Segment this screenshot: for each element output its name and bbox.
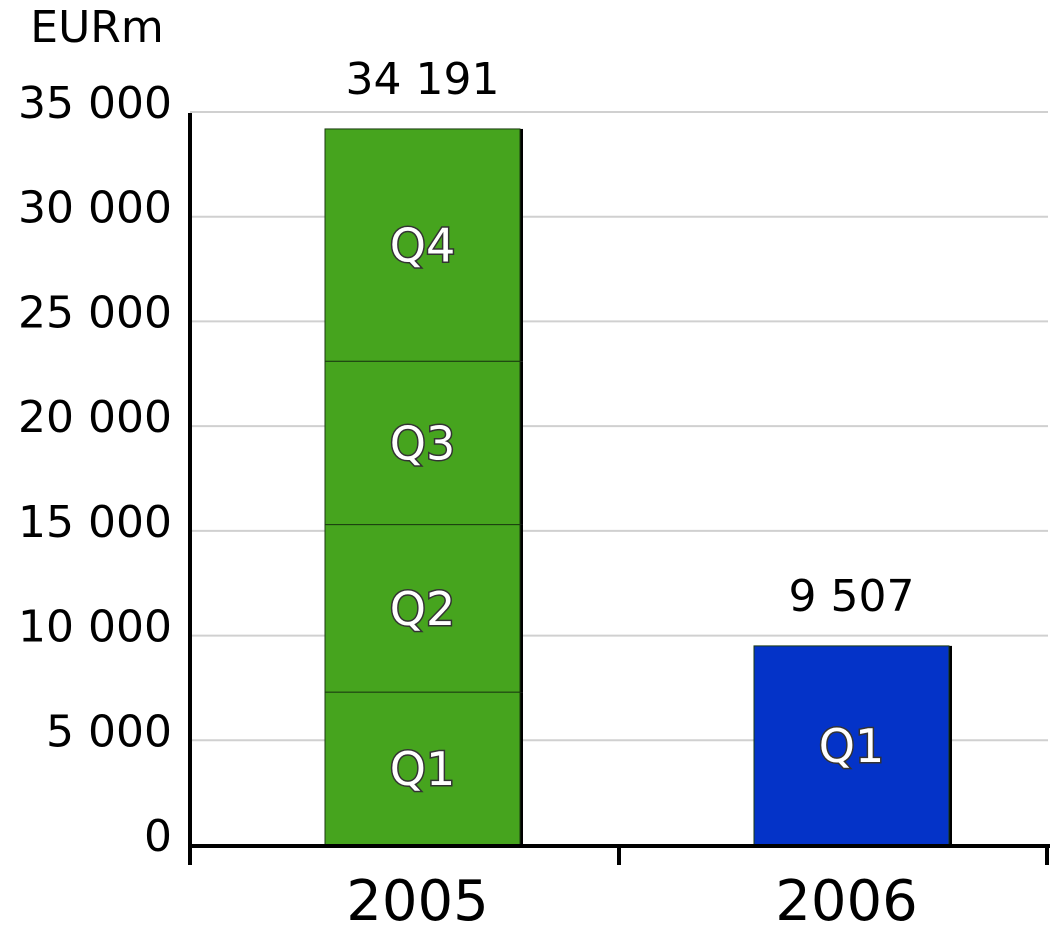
y-tick-label: 0 bbox=[144, 811, 172, 862]
y-tick-label: 25 000 bbox=[18, 287, 172, 338]
y-tick-label: 5 000 bbox=[46, 706, 172, 757]
x-tick-label: 2006 bbox=[775, 869, 918, 930]
x-tick-label: 2005 bbox=[346, 869, 489, 930]
y-tick-label: 30 000 bbox=[18, 183, 172, 234]
bar-segment bbox=[753, 645, 950, 846]
y-tick-label: 35 000 bbox=[18, 78, 172, 129]
total-label: 9 507 bbox=[789, 571, 915, 622]
y-axis-title: EURm bbox=[30, 2, 163, 53]
segment-label: Q1 bbox=[390, 742, 455, 796]
segment-label: Q1 bbox=[819, 719, 884, 773]
segment-label: Q3 bbox=[390, 416, 455, 470]
bar-segment bbox=[324, 524, 521, 693]
segment-label: Q2 bbox=[390, 582, 455, 636]
segment-label: Q4 bbox=[390, 219, 455, 273]
y-tick-label: 10 000 bbox=[18, 602, 172, 653]
y-tick-label: 20 000 bbox=[18, 392, 172, 443]
total-label: 34 191 bbox=[346, 54, 500, 105]
bar-segment bbox=[324, 360, 521, 526]
bar-segment bbox=[324, 128, 521, 362]
y-tick-label: 15 000 bbox=[18, 497, 172, 548]
bar-segment bbox=[324, 691, 521, 846]
